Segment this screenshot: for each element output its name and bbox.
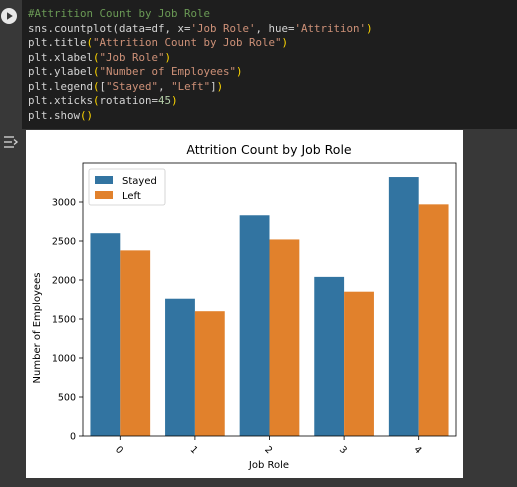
legend-swatch-stayed (95, 176, 113, 184)
code-token: plt.xlabel (28, 50, 94, 64)
x-axis-label: Job Role (248, 460, 289, 471)
play-icon (7, 12, 13, 20)
code-cell: #Attrition Count by Job Role sns.countplo… (0, 0, 517, 129)
bar-left (269, 239, 300, 436)
code-token: ) (366, 21, 373, 35)
code-token: ) (281, 36, 289, 49)
x-tick-label: 0 (113, 444, 125, 456)
code-token: plt.show (28, 108, 81, 122)
bar-left (120, 250, 151, 436)
y-tick-label: 2000 (52, 276, 76, 287)
code-token: , (158, 79, 172, 93)
code-token: ( (86, 36, 94, 49)
bar-stayed (239, 215, 270, 436)
legend-label-left: Left (122, 191, 141, 202)
bar-chart: Attrition Count by Job Role Number of Em… (32, 142, 457, 471)
code-token: plt.xticks (28, 94, 94, 107)
plot-frame (82, 162, 457, 437)
output-toggle-icon[interactable] (3, 135, 19, 149)
y-tick-label: 1500 (52, 315, 76, 326)
code-token: sns.countplot(data=df, x= (28, 21, 191, 35)
code-token: plt.title (28, 36, 87, 49)
bar-left (418, 204, 449, 436)
code-token: ( (93, 50, 100, 64)
code-token: , hue= (255, 21, 295, 35)
code-token: ( (93, 94, 100, 107)
code-token: "Job Role" (99, 50, 165, 64)
code-token: ( (93, 79, 100, 93)
code-line: sns.countplot(data=df, x='Job Role', hue… (28, 22, 373, 36)
code-token: "Stayed" (106, 79, 159, 93)
y-tick-label: 3000 (52, 198, 76, 209)
code-token: "Attrition Count by Job Role" (93, 36, 282, 49)
code-token: ) (236, 65, 243, 78)
legend-label-stayed: Stayed (122, 176, 157, 187)
code-token: 45 (158, 94, 172, 107)
x-tick-label: 2 (262, 444, 274, 456)
x-tick-label: 1 (188, 444, 200, 456)
code-token: ) (164, 50, 172, 64)
legend-swatch-left (95, 191, 113, 199)
code-token: 'Attrition' (294, 21, 367, 35)
x-tick-label: 3 (337, 444, 349, 456)
code-token: ( (93, 65, 100, 78)
chart-title: Attrition Count by Job Role (186, 142, 352, 157)
code-token: "Number of Employees" (99, 65, 237, 78)
code-token: plt.ylabel (28, 65, 94, 78)
run-cell-button[interactable] (1, 8, 17, 24)
y-tick-label: 500 (58, 393, 76, 404)
bar-stayed (314, 276, 345, 436)
code-token: rotation= (99, 94, 159, 107)
code-line: plt.title("Attrition Count by Job Role") (28, 36, 288, 50)
code-editor[interactable]: #Attrition Count by Job Role sns.countplo… (22, 0, 517, 129)
code-line: plt.ylabel("Number of Employees") (28, 65, 243, 79)
code-line: plt.xlabel("Job Role") (28, 51, 171, 65)
y-tick-label: 0 (70, 432, 76, 443)
y-tick-label: 1000 (52, 354, 76, 365)
plot-output: Attrition Count by Job Role Number of Em… (26, 130, 463, 478)
bar-stayed (90, 233, 121, 436)
y-tick-label: 2500 (52, 237, 76, 248)
code-token: ) (216, 79, 224, 93)
code-token: #Attrition Count by Job Role (28, 7, 211, 20)
code-token: 'Job Role' (190, 21, 256, 35)
code-token: plt.legend (28, 79, 94, 93)
code-token: ) (171, 94, 178, 107)
x-tick-label: 4 (411, 444, 423, 456)
code-line: plt.xticks(rotation=45) (28, 94, 178, 108)
code-token: ] (210, 79, 217, 93)
bar-left (194, 311, 225, 436)
code-line: #Attrition Count by Job Role (28, 7, 210, 21)
y-axis-label: Number of Employees (32, 273, 43, 384)
bar-left (344, 291, 374, 436)
code-token: () (80, 108, 94, 122)
code-token: "Left" (171, 79, 211, 93)
code-line: plt.show() (28, 109, 93, 123)
code-line: plt.legend(["Stayed", "Left"]) (28, 80, 223, 94)
bar-stayed (165, 298, 195, 436)
code-token: [ (99, 79, 107, 93)
bar-stayed (388, 177, 419, 436)
